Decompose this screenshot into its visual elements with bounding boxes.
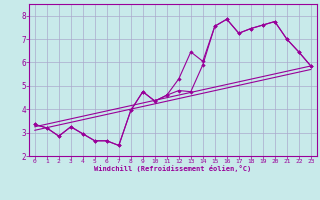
X-axis label: Windchill (Refroidissement éolien,°C): Windchill (Refroidissement éolien,°C) <box>94 165 252 172</box>
